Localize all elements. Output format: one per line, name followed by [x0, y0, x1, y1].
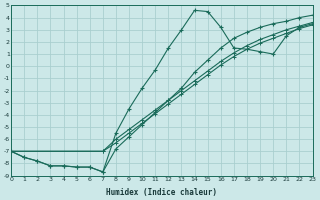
X-axis label: Humidex (Indice chaleur): Humidex (Indice chaleur): [106, 188, 217, 197]
